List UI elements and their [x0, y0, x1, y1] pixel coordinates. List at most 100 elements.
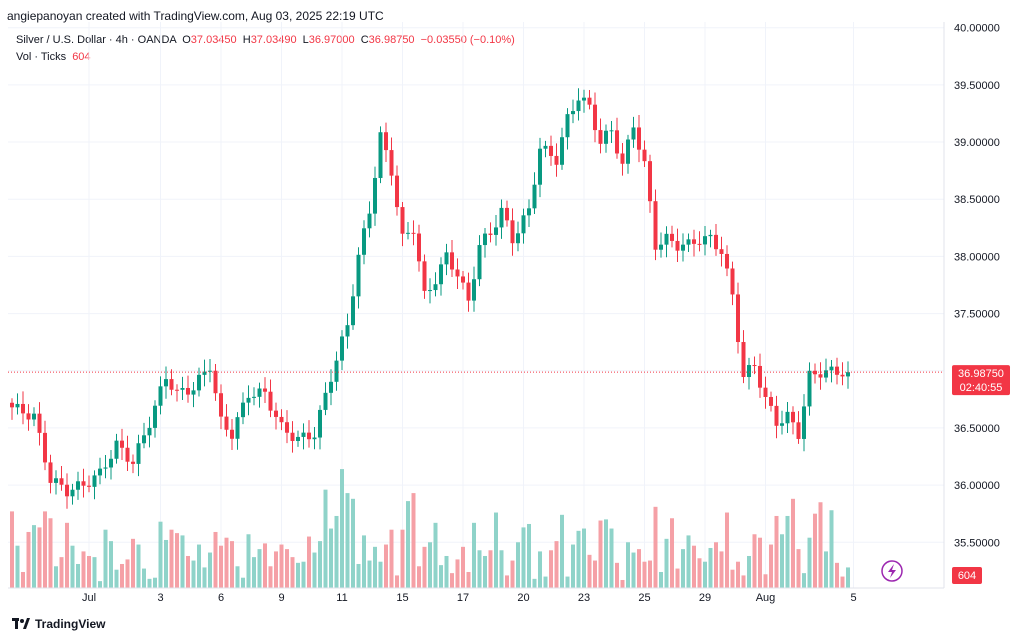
candle [428, 278, 432, 304]
candle-body [609, 130, 614, 132]
candle [829, 359, 834, 383]
candle-body [675, 240, 680, 251]
candle [653, 189, 658, 261]
volume-bar [510, 560, 515, 588]
candle [103, 455, 108, 479]
candle [373, 166, 377, 226]
candle-body [92, 475, 97, 487]
last-price-value: 36.98750 [958, 368, 1004, 380]
candle [43, 420, 47, 471]
volume-bar [499, 550, 504, 588]
candle [307, 420, 311, 448]
time-tick-label: 25 [638, 592, 650, 604]
candle [340, 330, 344, 371]
candle-body [279, 416, 284, 423]
candle [730, 261, 735, 306]
volume-bar [714, 542, 718, 588]
candle-body [417, 233, 421, 262]
volume-bar [125, 559, 130, 588]
volume-bar [136, 544, 141, 588]
volume-bar [670, 518, 674, 588]
candle [367, 201, 372, 238]
candle [180, 376, 185, 400]
candle [835, 357, 839, 385]
candle-body [747, 365, 751, 378]
candle-body [505, 207, 509, 221]
volume-bar [477, 550, 482, 588]
candle-body [340, 336, 344, 361]
lightning-icon[interactable] [881, 560, 903, 582]
candle-body [774, 405, 779, 426]
candle-body [37, 413, 42, 433]
candle-body [796, 422, 801, 439]
candle [92, 470, 97, 500]
candle-body [681, 244, 685, 251]
symbol-name[interactable]: Silver / U.S. Dollar · 4h · OANDA [16, 34, 177, 46]
volume-bar [824, 551, 828, 588]
candle [230, 418, 234, 450]
candle-body [428, 290, 432, 292]
candle-body [543, 145, 548, 149]
candle [290, 421, 295, 453]
volume-bar [692, 545, 696, 588]
volume-bar [582, 528, 586, 588]
candle [494, 215, 498, 246]
candle [241, 392, 245, 425]
candle [637, 114, 641, 163]
candle [54, 470, 58, 495]
candle-body [648, 161, 652, 202]
candle-body [642, 149, 647, 162]
volume-bar [686, 535, 691, 588]
volume-bar [235, 566, 240, 588]
time-axis[interactable]: Jul 3 6 9 11 15 17 20 23 25 29 Aug 5 [82, 592, 857, 604]
volume-bar [741, 575, 746, 588]
volume-bar [763, 574, 768, 588]
volume-bar [70, 545, 75, 588]
footer-brand-name: TradingView [35, 617, 106, 631]
volume-bar [411, 493, 416, 588]
candle-body [301, 432, 306, 437]
volume-bar [747, 555, 751, 588]
candle [626, 134, 630, 174]
candle-body [219, 393, 223, 417]
volume-bar [191, 560, 196, 588]
candle-body [15, 403, 20, 408]
candle-body [307, 432, 311, 440]
candle [472, 266, 476, 312]
candle-body [549, 145, 553, 156]
candle [219, 384, 223, 430]
candle [263, 377, 267, 404]
volume-bar [571, 544, 575, 588]
candle-body [246, 397, 251, 403]
volume-bar [340, 469, 344, 588]
candle [384, 122, 388, 163]
candle-body [565, 114, 570, 138]
last-price-badge: 36.98750 02:40:55 [952, 365, 1010, 396]
price-axis[interactable]: 40.00000 39.50000 39.00000 38.50000 38.00000… [954, 23, 1000, 550]
volume-label[interactable]: Vol · Ticks [16, 51, 67, 63]
price-tick-label: 37.50000 [954, 309, 1000, 321]
candle [235, 412, 240, 450]
candle-body [593, 104, 597, 131]
candle [642, 140, 647, 167]
volume-bar [422, 546, 427, 588]
candle-body [285, 422, 289, 433]
candle-body [290, 432, 295, 441]
candle-body [345, 325, 350, 337]
candle-body [70, 489, 75, 497]
candle-body [818, 374, 823, 378]
candle [549, 135, 553, 166]
volume-bar [87, 555, 91, 588]
volume-bar [681, 549, 685, 588]
volume-bar [752, 534, 757, 588]
candle [21, 391, 25, 425]
candle-body [120, 440, 124, 448]
volume-bar [417, 566, 421, 588]
candle-body [334, 360, 339, 382]
candle-body [274, 410, 278, 417]
candle [670, 225, 674, 248]
candle [725, 245, 729, 277]
volume-bar [246, 534, 251, 588]
footer-brand[interactable]: TradingView [12, 617, 105, 631]
